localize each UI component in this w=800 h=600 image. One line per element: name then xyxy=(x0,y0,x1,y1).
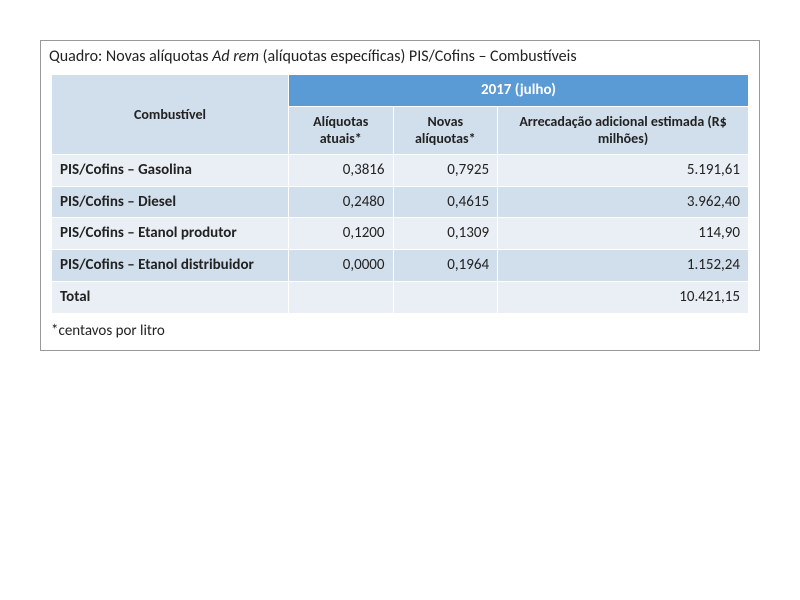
col-header-arrecadacao: Arrecadação adicional estimada (R$ milhõ… xyxy=(498,106,749,154)
aliq-atuais-star: * xyxy=(355,130,362,147)
table-row: PIS/Cofins – Gasolina 0,3816 0,7925 5.19… xyxy=(52,154,749,186)
row-atuais: 0,3816 xyxy=(288,154,393,186)
row-label: PIS/Cofins – Diesel xyxy=(52,186,289,218)
table-row: PIS/Cofins – Etanol produtor 0,1200 0,13… xyxy=(52,218,749,250)
row-atuais: 0,0000 xyxy=(288,250,393,282)
table-caption: Quadro: Novas alíquotas Ad rem (alíquota… xyxy=(41,41,759,68)
table-row: PIS/Cofins – Diesel 0,2480 0,4615 3.962,… xyxy=(52,186,749,218)
col-header-year: 2017 (julho) xyxy=(288,75,748,107)
col-header-combustivel: Combustível xyxy=(52,75,289,155)
table-card: Quadro: Novas alíquotas Ad rem (alíquota… xyxy=(40,40,760,351)
col-header-aliquotas-atuais: Alíquotas atuais* xyxy=(288,106,393,154)
table-row: PIS/Cofins – Etanol distribuidor 0,0000 … xyxy=(52,250,749,282)
caption-italic: Ad rem xyxy=(212,47,263,66)
total-novas xyxy=(393,281,498,313)
row-label: PIS/Cofins – Etanol produtor xyxy=(52,218,289,250)
caption-suffix: (alíquotas específicas) PIS/Cofins – Com… xyxy=(263,47,577,66)
total-arrec: 10.421,15 xyxy=(498,281,749,313)
row-novas: 0,1964 xyxy=(393,250,498,282)
row-label: PIS/Cofins – Gasolina xyxy=(52,154,289,186)
table-row-total: Total 10.421,15 xyxy=(52,281,749,313)
row-label: PIS/Cofins – Etanol distribuidor xyxy=(52,250,289,282)
novas-aliq-star: * xyxy=(469,130,476,147)
row-arrec: 3.962,40 xyxy=(498,186,749,218)
row-novas: 0,4615 xyxy=(393,186,498,218)
row-arrec: 5.191,61 xyxy=(498,154,749,186)
aliquotas-table: Combustível 2017 (julho) Alíquotas atuai… xyxy=(51,74,749,314)
total-atuais xyxy=(288,281,393,313)
header-year-text: 2017 (julho) xyxy=(481,81,556,99)
row-arrec: 114,90 xyxy=(498,218,749,250)
row-atuais: 0,1200 xyxy=(288,218,393,250)
row-atuais: 0,2480 xyxy=(288,186,393,218)
row-arrec: 1.152,24 xyxy=(498,250,749,282)
row-novas: 0,7925 xyxy=(393,154,498,186)
table-footnote: *centavos por litro xyxy=(41,318,759,350)
caption-prefix: Quadro: Novas alíquotas xyxy=(49,47,212,66)
arrec-label-bold: Arrecadação adicional estimada xyxy=(519,113,707,130)
novas-aliq-label: Novas alíquotas xyxy=(415,113,469,148)
row-novas: 0,1309 xyxy=(393,218,498,250)
total-label: Total xyxy=(52,281,289,313)
col-header-novas-aliquotas: Novas alíquotas* xyxy=(393,106,498,154)
